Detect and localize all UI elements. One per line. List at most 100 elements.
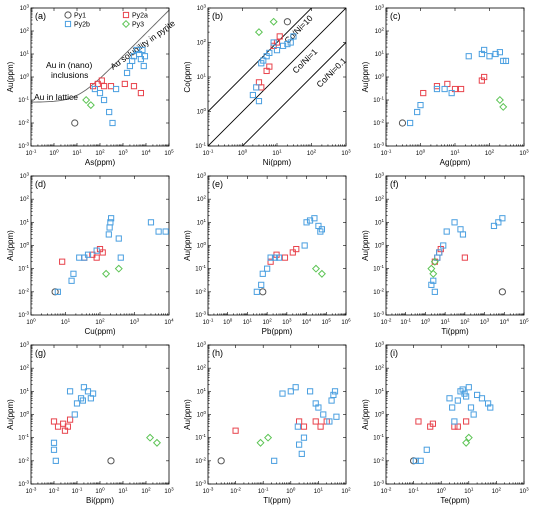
x-tick-label: 104 <box>302 318 312 327</box>
ratio-line-1 <box>208 8 346 146</box>
data-point-py2a <box>415 418 422 425</box>
data-point-py3 <box>102 269 111 278</box>
data-point-py2b <box>451 418 458 425</box>
data-point-py1 <box>410 457 418 465</box>
y-axis-label: Au(ppm) <box>361 230 370 261</box>
y-tick-label: 10-2 <box>18 456 29 465</box>
data-point-py2b <box>457 226 464 233</box>
data-point-py2a <box>281 254 289 261</box>
x-tick-label: 104 <box>141 149 151 158</box>
axes-frame-d <box>30 175 170 316</box>
y-tick-label: 102 <box>197 364 207 373</box>
panel-letter: (c) <box>390 11 401 21</box>
data-point-py2b <box>414 108 421 116</box>
x-tick-label: 103 <box>164 487 174 496</box>
data-point-py2a <box>463 418 470 425</box>
data-point-py2b <box>259 270 266 277</box>
x-tick-label: 101 <box>441 318 451 327</box>
legend-label-py2b: Py2b <box>74 22 90 29</box>
data-point-py2a <box>66 416 74 423</box>
data-point-py2a <box>99 249 106 256</box>
legend-marker-py1 <box>64 11 72 19</box>
data-point-py2b <box>79 397 86 404</box>
data-point-py3 <box>146 433 155 442</box>
x-tick-label: 101 <box>272 149 282 158</box>
data-point-py2b <box>417 102 424 109</box>
x-tick-label: 101 <box>464 487 474 496</box>
data-point-py2b <box>454 397 461 404</box>
data-point-py2b <box>465 53 472 60</box>
data-point-py2b <box>287 388 294 395</box>
data-point-py2a <box>276 33 283 40</box>
x-axis-label: Ti(ppm) <box>441 327 469 336</box>
chart-panel-c: 10-1 100 101 102 103 10-3 10-2 10-1 100 101 102 103… <box>361 4 529 168</box>
data-point-py2b <box>126 62 134 70</box>
x-tick-label: 101 <box>314 487 324 496</box>
data-point-py2b <box>66 388 74 395</box>
x-tick-label: 10-1 <box>408 487 419 496</box>
data-point-py2a <box>289 249 296 256</box>
data-point-py2a <box>451 85 459 93</box>
x-tick-label: 103 <box>480 318 490 327</box>
y-tick-label: 101 <box>20 50 30 59</box>
data-point-py2b <box>123 69 131 77</box>
y-tick-label: 100 <box>375 241 385 250</box>
data-point-py2b <box>108 215 115 222</box>
data-point-py2a <box>270 42 277 49</box>
data-point-py2b <box>311 215 318 222</box>
data-point-py2b <box>129 57 136 65</box>
data-point-py2a <box>312 418 319 425</box>
data-point-py3 <box>86 101 95 110</box>
ratio-label-2: Co/Ni=0.1 <box>314 55 348 89</box>
axes-frame-f <box>385 175 525 316</box>
y-tick-label: 103 <box>197 172 207 181</box>
data-point-py2b <box>330 391 337 399</box>
y-tick-label: 100 <box>20 241 30 250</box>
y-tick-label: 10-2 <box>195 456 206 465</box>
data-point-py2b <box>284 40 291 48</box>
x-tick-label: 102 <box>307 149 317 158</box>
chart-panel-h: 10-3 10-2 10-1 100 101 102 10-3 10-2 10-1 100 101 1… <box>183 341 351 506</box>
data-point-py2a <box>100 83 108 90</box>
data-point-py2b <box>279 42 287 49</box>
y-tick-label: 10-3 <box>18 311 29 320</box>
x-tick-label: 103 <box>130 318 140 327</box>
y-tick-label: 103 <box>375 172 385 181</box>
y-tick-label: 103 <box>197 341 207 350</box>
data-point-py2b <box>433 85 441 93</box>
data-point-py3 <box>264 433 273 442</box>
data-point-py2b <box>326 418 333 425</box>
x-tick-label: 100 <box>223 318 233 327</box>
x-tick-label: 100 <box>416 149 426 158</box>
data-point-py2b <box>117 254 124 261</box>
data-point-py2b <box>80 384 88 391</box>
data-point-py2a <box>50 418 58 425</box>
y-tick-label: 10-2 <box>195 287 206 296</box>
data-point-py2b <box>459 231 467 238</box>
data-point-py2a <box>121 80 128 88</box>
y-tick-label: 10-2 <box>373 287 384 296</box>
annotation-inclusions: inclusions <box>51 70 88 80</box>
legend-label-py2a: Py2a <box>132 13 148 20</box>
data-point-py3 <box>462 438 471 447</box>
data-point-py2a <box>317 423 324 430</box>
data-point-py2b <box>490 222 498 230</box>
data-point-py3 <box>269 17 278 26</box>
data-point-py1 <box>283 18 291 26</box>
data-point-py2b <box>300 434 308 441</box>
x-tick-label: 101 <box>118 487 128 496</box>
y-tick-label: 10-1 <box>373 264 384 273</box>
panel-letter: (a) <box>35 11 46 21</box>
y-tick-label: 101 <box>375 218 385 227</box>
legend-marker-py3 <box>121 19 131 29</box>
x-tick-label: 102 <box>141 487 151 496</box>
x-axis-label: Ag(ppm) <box>440 158 471 167</box>
y-axis-label: Au(ppm) <box>183 399 192 430</box>
y-tick-label: 100 <box>197 107 207 116</box>
x-tick-label: 10-1 <box>203 318 214 327</box>
data-point-py2b <box>105 231 112 238</box>
x-tick-label: 102 <box>485 149 495 158</box>
data-point-py2b <box>147 219 155 226</box>
